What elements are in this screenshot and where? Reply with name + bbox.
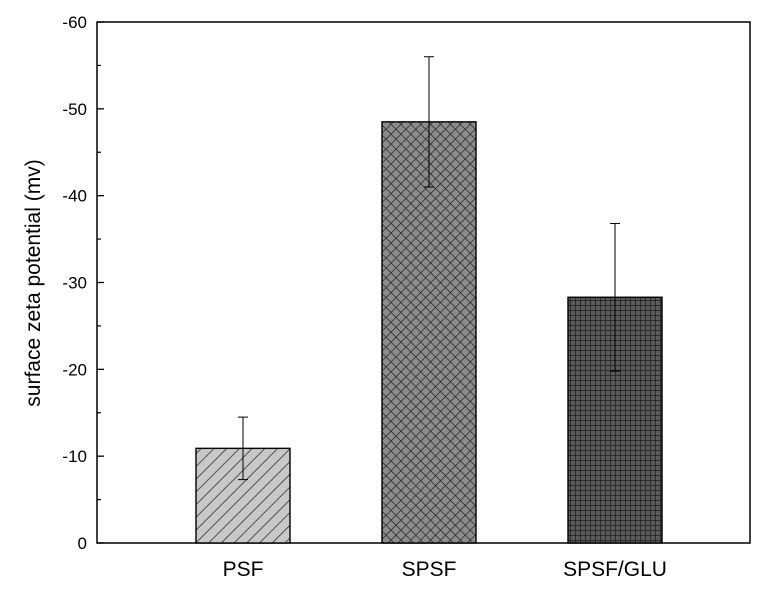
y-tick-label: 0 [78,534,87,553]
y-tick-label: -60 [62,13,87,32]
error-bars [238,56,620,481]
x-category-label: SPSF/GLU [563,558,667,581]
x-category-label: SPSF [402,558,457,581]
bar-spsf [381,121,477,544]
y-tick-label: -40 [62,187,87,206]
y-axis-title: surface zeta potential (mv) [22,159,45,406]
y-axis: 0 -10 -20 -30 -40 -50 -60 [62,13,104,553]
y-tick-label: -30 [62,274,87,293]
x-axis-labels: PSF SPSF SPSF/GLU [223,558,667,581]
x-category-label: PSF [223,558,264,581]
y-tick-label: -50 [62,100,87,119]
y-tick-label: -20 [62,360,87,379]
y-tick-label: -10 [62,447,87,466]
